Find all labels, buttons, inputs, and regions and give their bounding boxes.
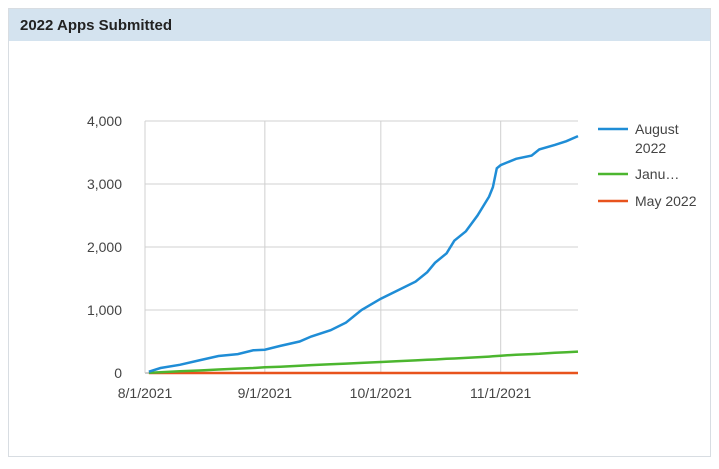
y-tick-label: 2,000 [87,239,122,255]
x-tick-label: 9/1/2021 [238,385,293,401]
legend-label: August 2022 [635,121,679,156]
y-tick-label: 4,000 [87,113,122,129]
series-line [148,350,579,375]
x-tick-label: 10/1/2021 [350,385,412,401]
series-line [148,134,579,373]
card-header [9,9,710,41]
legend-label: Janu… [635,166,680,182]
x-tick-label: 11/1/2021 [470,385,531,401]
y-tick-label: 3,000 [87,176,122,192]
card-border [8,8,711,457]
y-tick-label: 0 [114,365,122,381]
chart-title: 2022 Apps Submitted [20,17,172,34]
legend-label: May 2022 [635,193,697,209]
x-tick-label: 8/1/2021 [118,385,173,401]
y-tick-label: 1,000 [87,302,122,318]
